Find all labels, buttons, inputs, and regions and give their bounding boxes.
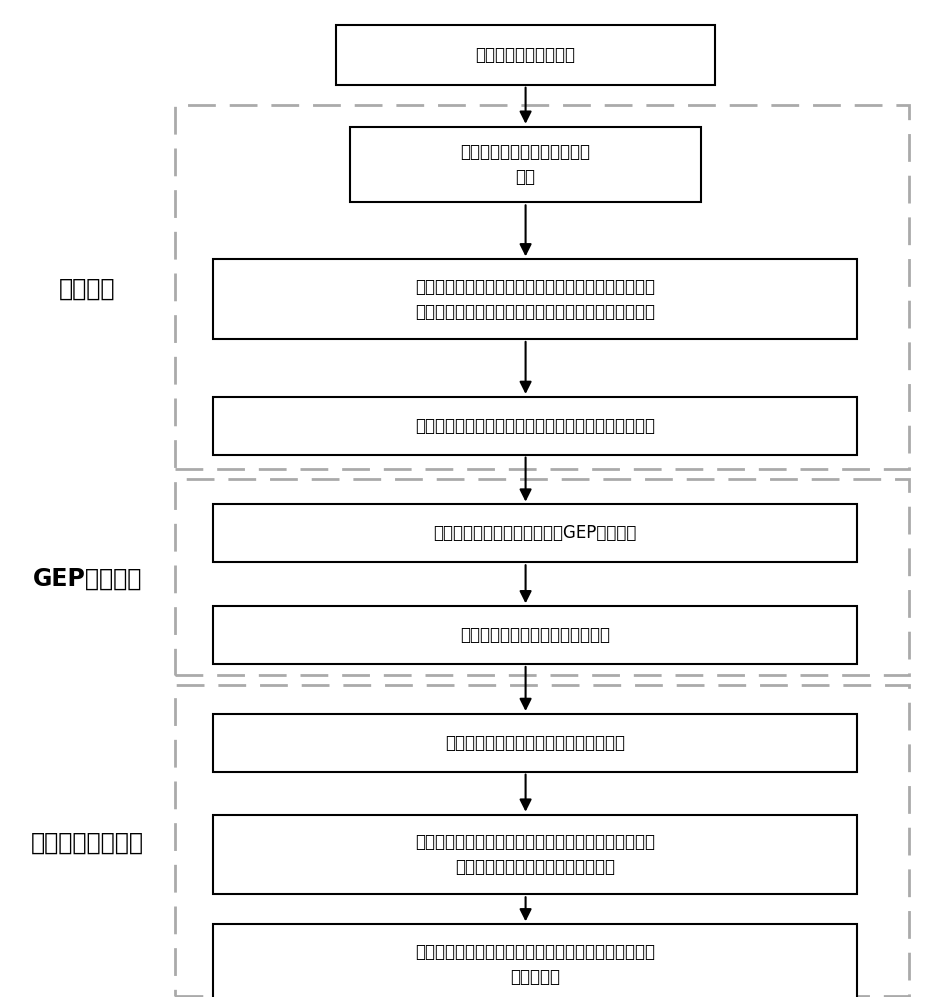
Text: 加权最小二乘拟合: 加权最小二乘拟合	[30, 831, 144, 854]
Text: 评价短椭圆弧最终的拟合精度，并与其它方法的拟合结
果进行比较: 评价短椭圆弧最终的拟合精度，并与其它方法的拟合结 果进行比较	[415, 942, 655, 986]
Text: 利用新得到的小波系数对信号重构，得到滤波后的数据: 利用新得到的小波系数对信号重构，得到滤波后的数据	[415, 417, 655, 435]
Bar	[213, 714, 857, 772]
Text: 输入滤波后的观测数据，构建GEP预测模型: 输入滤波后的观测数据，构建GEP预测模型	[434, 524, 636, 542]
Bar	[213, 606, 857, 664]
Text: 输入短椭圆弧观测数据: 输入短椭圆弧观测数据	[475, 46, 576, 64]
Bar	[336, 25, 715, 85]
Text: 对小波滤波后的数据，加上双向的预测数据进行加权最
小二乘椭圆弧拟合，得到椭圆弧参数: 对小波滤波后的数据，加上双向的预测数据进行加权最 小二乘椭圆弧拟合，得到椭圆弧参…	[415, 832, 655, 876]
Text: GEP算法预测: GEP算法预测	[32, 566, 142, 590]
Text: 小波滤波: 小波滤波	[59, 277, 116, 301]
Text: 进行离散小波变换，得到小波
系数: 进行离散小波变换，得到小波 系数	[460, 143, 591, 186]
Bar	[175, 479, 909, 675]
Text: 定义小波混合阈值函数，采用遗传算法，以均方根误差
为目标函数，得到混合阈值函数的最佳调整系数及阈值: 定义小波混合阈值函数，采用遗传算法，以均方根误差 为目标函数，得到混合阈值函数的…	[415, 277, 655, 321]
Bar	[213, 397, 857, 455]
Bar	[213, 259, 857, 339]
Text: 确定加权最小二乘拟合算法中的加权系数: 确定加权最小二乘拟合算法中的加权系数	[445, 734, 625, 752]
Bar	[213, 815, 857, 894]
Bar	[175, 685, 909, 996]
Bar	[175, 105, 909, 469]
Bar	[350, 128, 701, 202]
Bar	[213, 504, 857, 562]
Text: 实现对观测数据的双向有限长预测: 实现对观测数据的双向有限长预测	[460, 626, 610, 644]
Bar	[213, 924, 857, 997]
